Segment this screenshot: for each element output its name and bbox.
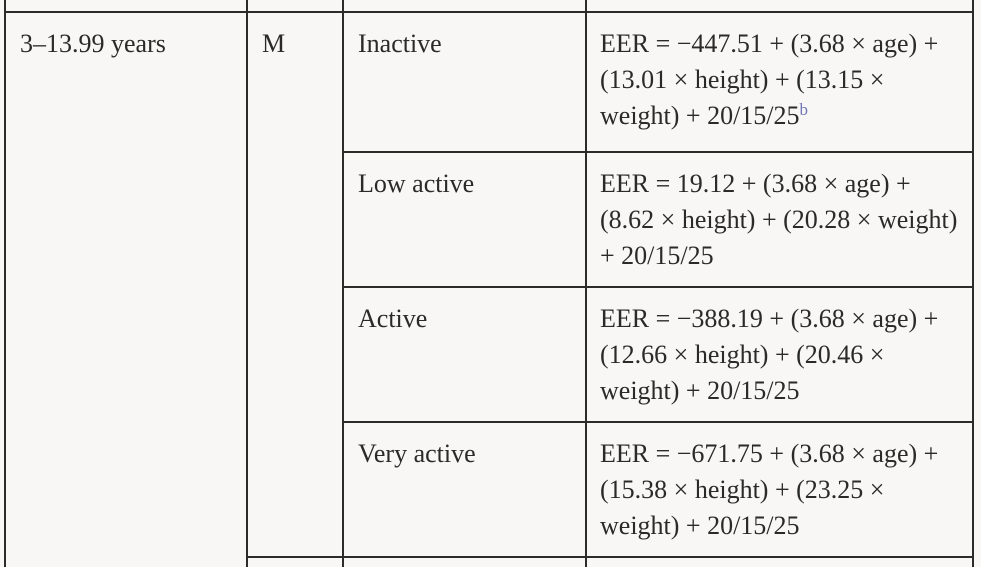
equation-text: EER = 19.12 + (3.68 × age) + (8.62 × hei… xyxy=(600,169,958,270)
activity: Low active xyxy=(358,169,475,198)
equation: EER = 19.12 + (3.68 × age) + (8.62 × hei… xyxy=(600,166,962,274)
equation-text: EER = −447.51 + (3.68 × age) + (13.01 × … xyxy=(600,29,939,130)
equation: EER = −671.75 + (3.68 × age) + (15.38 × … xyxy=(600,436,962,544)
equation: EER = −447.51 + (3.68 × age) + (13.01 × … xyxy=(600,26,962,134)
border xyxy=(4,11,974,13)
equation-text: EER = −388.19 + (3.68 × age) + (12.66 × … xyxy=(600,304,939,405)
border xyxy=(972,0,974,567)
border xyxy=(246,556,974,558)
equation-text: EER = −671.75 + (3.68 × age) + (15.38 × … xyxy=(600,439,939,540)
border xyxy=(342,0,344,567)
border xyxy=(342,421,974,423)
border xyxy=(342,286,974,288)
activity: Active xyxy=(358,304,428,333)
footnote: b xyxy=(799,100,809,119)
border xyxy=(246,0,248,567)
activity: Inactive xyxy=(358,29,442,58)
border xyxy=(342,151,974,153)
border xyxy=(4,0,6,567)
age-group: 3–13.99 years xyxy=(20,29,166,58)
activity: Very active xyxy=(358,439,476,468)
equation: EER = −388.19 + (3.68 × age) + (12.66 × … xyxy=(600,301,962,409)
border xyxy=(585,0,587,567)
sex: M xyxy=(262,29,286,58)
